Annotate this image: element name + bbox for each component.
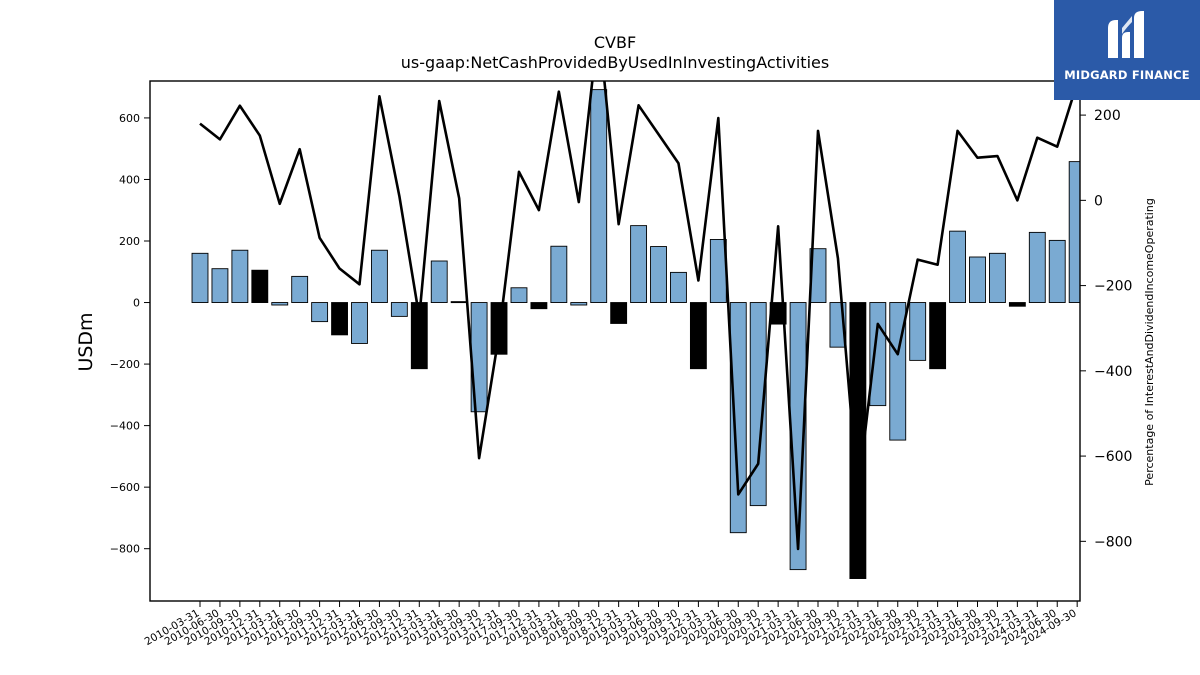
bar	[371, 249, 388, 303]
bar	[709, 239, 727, 303]
bar	[949, 230, 966, 303]
y2-tick-label: 200	[1094, 108, 1121, 124]
bar	[909, 302, 927, 361]
bar	[331, 302, 348, 336]
bar	[530, 302, 548, 310]
bar	[1008, 302, 1026, 307]
bar	[410, 302, 428, 370]
bar	[610, 302, 628, 324]
bar	[1068, 161, 1080, 303]
y-tick-label: 0	[133, 297, 140, 310]
bar	[650, 246, 667, 303]
brand-logo: MIDGARD FINANCE	[1054, 0, 1200, 100]
y-tick-label: −600	[110, 481, 140, 494]
y-tick-label: −200	[110, 358, 140, 371]
bar	[590, 89, 608, 303]
bar	[969, 256, 986, 303]
line-series	[199, 81, 1079, 551]
y2-tick-label: −800	[1094, 534, 1132, 550]
y-axis-label: USDm	[75, 312, 97, 371]
bar	[869, 302, 887, 407]
bar	[670, 271, 687, 303]
bar	[291, 275, 309, 303]
bar	[570, 302, 588, 306]
axes: −800 −600 −400 −200 0 200 400 600 −800 −600 −400 −2…	[110, 80, 1132, 648]
bar	[849, 302, 867, 579]
bar	[271, 302, 289, 306]
bar	[211, 268, 229, 303]
y2-tick-label: −400	[1094, 364, 1132, 380]
y2-axis-label: Percentage of InterestAndDividendIncomeO…	[1143, 198, 1156, 486]
plot-frame	[149, 80, 1081, 602]
y2-tick-label: −200	[1094, 279, 1132, 295]
bar	[231, 249, 249, 303]
bar	[351, 302, 368, 344]
bar	[929, 302, 947, 370]
y-tick-label: 400	[119, 173, 140, 186]
y-tick-label: 200	[119, 235, 140, 248]
y-tick-label: −400	[110, 420, 140, 433]
y2-tick-label: −600	[1094, 449, 1132, 465]
y2-tick-label: 0	[1094, 193, 1103, 209]
bar	[510, 287, 528, 303]
midgard-logo-icon	[1108, 11, 1144, 58]
bar	[749, 302, 767, 507]
bar	[630, 225, 648, 303]
plot-area	[191, 81, 1080, 579]
bar	[311, 302, 329, 323]
bar	[430, 260, 448, 303]
bar	[550, 245, 568, 303]
plot-marks	[191, 81, 1080, 579]
brand-name: MIDGARD FINANCE	[1064, 68, 1190, 82]
y-tick-label: −800	[110, 543, 140, 556]
bar	[729, 302, 747, 534]
chart-title: CVBF	[594, 33, 636, 52]
y-tick-label: 600	[119, 112, 140, 125]
bar	[1028, 231, 1046, 303]
bar	[251, 269, 269, 303]
chart-subtitle: us-gaap:NetCashProvidedByUsedInInvesting…	[401, 53, 829, 72]
bar	[989, 252, 1006, 303]
bar	[689, 302, 707, 370]
bar	[450, 301, 468, 304]
bar	[1048, 239, 1066, 303]
bar	[191, 252, 209, 303]
bar	[390, 302, 408, 317]
